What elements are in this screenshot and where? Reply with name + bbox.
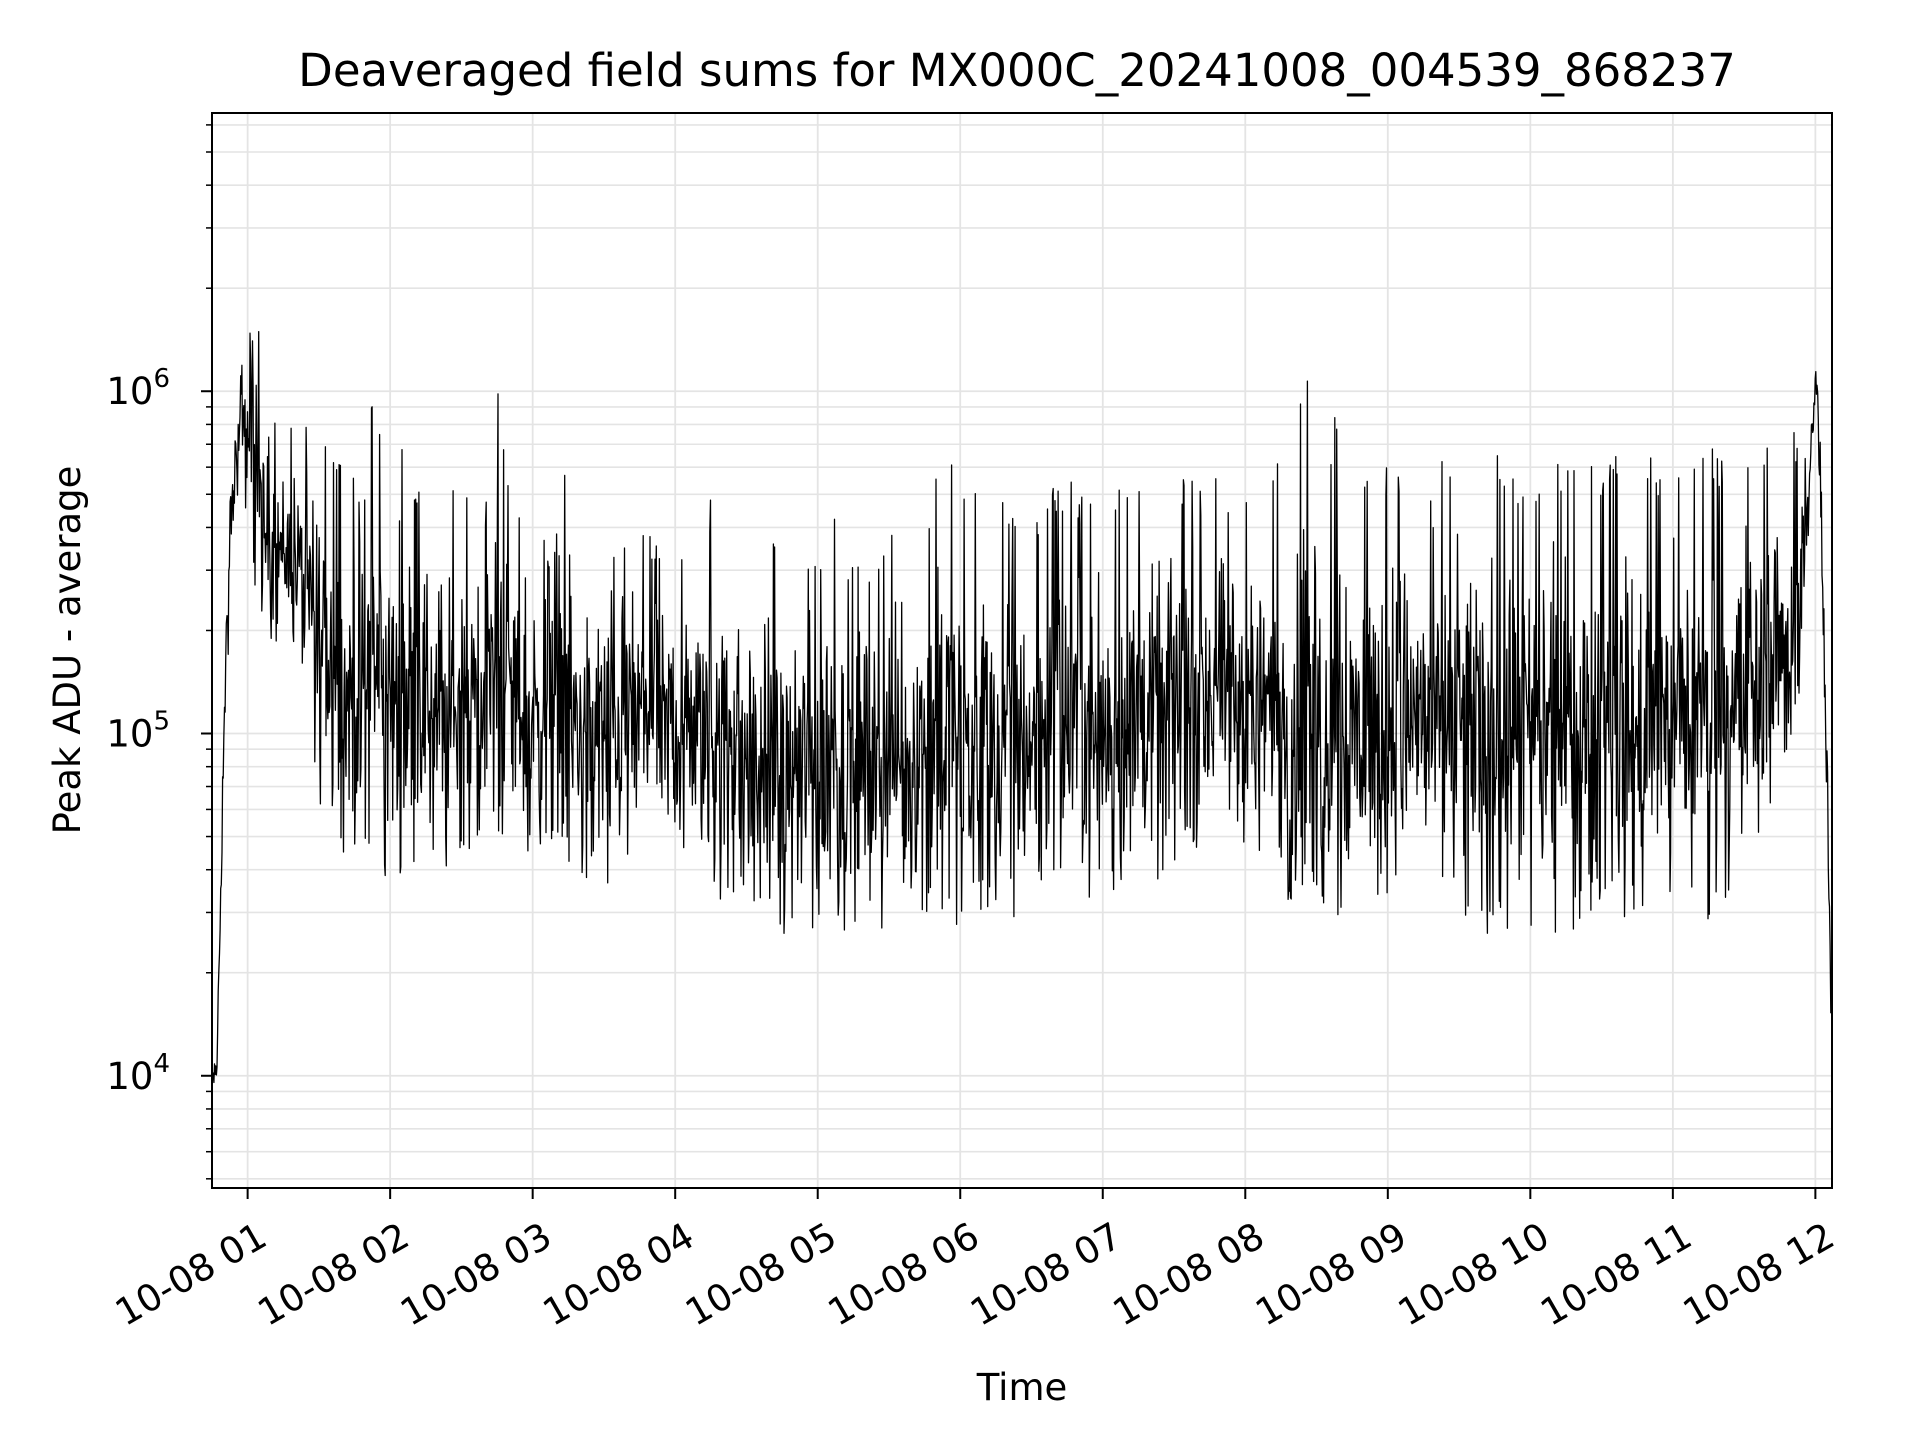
x-axis-label: Time (976, 1366, 1068, 1409)
y-tick-label: 105 (106, 707, 170, 756)
y-axis-label: Peak ADU - average (46, 466, 89, 835)
chart-title: Deaveraged field sums for MX000C_2024100… (298, 44, 1736, 97)
plot-area (211, 330, 1833, 1084)
series-line (211, 330, 1833, 1084)
y-tick-label: 104 (106, 1049, 170, 1098)
y-tick-label: 106 (106, 364, 170, 413)
axes-frame (211, 112, 1833, 1189)
y-axis: 104 105 106 (106, 124, 212, 1180)
